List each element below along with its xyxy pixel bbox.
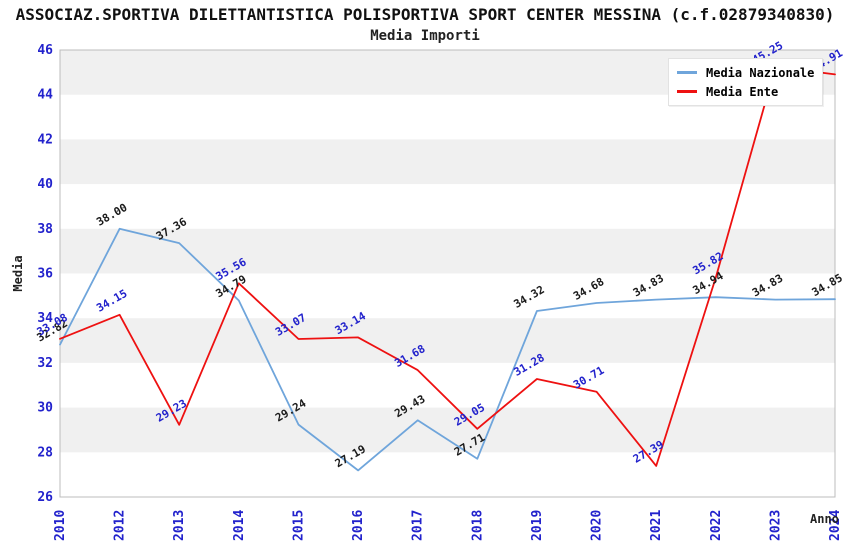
svg-text:46: 46 [37, 43, 53, 58]
svg-text:44: 44 [37, 88, 53, 103]
chart-title: ASSOCIAZ.SPORTIVA DILETTANTISTICA POLISP… [15, 5, 835, 24]
svg-text:Media: Media [11, 255, 25, 291]
legend-swatch-ente-icon [677, 90, 697, 93]
svg-text:2018: 2018 [470, 510, 485, 541]
svg-text:2014: 2014 [232, 510, 247, 541]
svg-text:34.15: 34.15 [94, 287, 129, 315]
svg-text:34.32: 34.32 [512, 283, 547, 311]
svg-text:2019: 2019 [530, 510, 545, 541]
legend-label-nazionale: Media Nazionale [706, 65, 815, 80]
svg-text:2016: 2016 [351, 510, 366, 541]
svg-text:2012: 2012 [113, 510, 128, 541]
svg-text:Anno: Anno [810, 512, 839, 526]
svg-text:2017: 2017 [411, 510, 426, 541]
svg-text:2024: 2024 [828, 510, 843, 541]
svg-text:38.00: 38.00 [94, 201, 129, 229]
svg-text:2013: 2013 [172, 510, 187, 541]
svg-text:28: 28 [37, 445, 53, 460]
svg-text:38: 38 [37, 222, 53, 237]
svg-text:34.85: 34.85 [810, 271, 845, 299]
svg-text:2020: 2020 [590, 510, 605, 541]
svg-text:32: 32 [37, 356, 53, 371]
svg-text:30: 30 [37, 401, 53, 416]
legend: Media Nazionale Media Ente [668, 58, 824, 106]
legend-item-media-nazionale: Media Nazionale [677, 63, 814, 82]
chart-subtitle: Media Importi [370, 28, 480, 44]
legend-swatch-nazionale-icon [677, 71, 697, 74]
legend-item-media-ente: Media Ente [677, 82, 814, 101]
svg-text:2021: 2021 [649, 510, 664, 541]
svg-text:2010: 2010 [53, 510, 68, 541]
svg-text:34: 34 [37, 311, 53, 326]
svg-text:2022: 2022 [709, 510, 724, 541]
svg-text:42: 42 [37, 132, 53, 147]
svg-text:2023: 2023 [768, 510, 783, 541]
svg-text:34.83: 34.83 [631, 272, 666, 300]
svg-text:34.83: 34.83 [750, 272, 785, 300]
svg-text:40: 40 [37, 177, 53, 192]
svg-text:36: 36 [37, 267, 53, 282]
svg-text:26: 26 [37, 490, 53, 505]
legend-label-ente: Media Ente [706, 84, 779, 99]
svg-text:30.71: 30.71 [571, 364, 607, 392]
svg-text:34.68: 34.68 [571, 275, 606, 303]
svg-text:2015: 2015 [292, 510, 307, 541]
